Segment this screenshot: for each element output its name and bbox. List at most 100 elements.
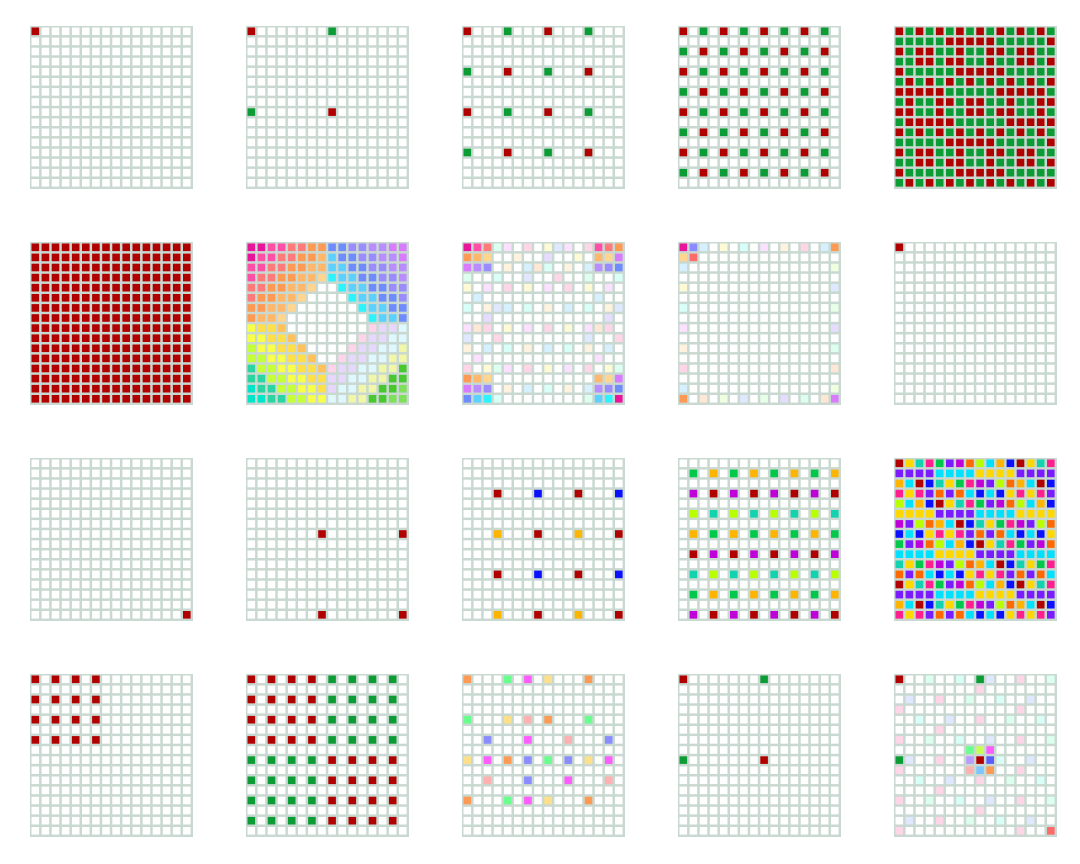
empty-cell	[699, 776, 708, 785]
empty-cell	[790, 374, 799, 383]
empty-cell	[810, 499, 819, 508]
empty-cell	[247, 685, 256, 694]
empty-cell	[112, 57, 120, 66]
empty-cell	[493, 786, 502, 795]
filled-cell	[524, 756, 532, 764]
empty-cell	[679, 469, 688, 478]
empty-cell	[503, 786, 512, 795]
empty-cell	[31, 118, 40, 126]
filled-cell	[257, 243, 266, 252]
empty-cell	[935, 283, 944, 292]
filled-cell	[915, 88, 924, 96]
empty-cell	[287, 580, 296, 589]
empty-cell	[503, 580, 512, 589]
empty-cell	[719, 560, 728, 569]
empty-cell	[524, 685, 532, 694]
empty-cell	[810, 776, 819, 785]
empty-cell	[760, 550, 768, 558]
empty-cell	[584, 600, 593, 609]
filled-cell	[183, 314, 191, 322]
empty-cell	[41, 685, 50, 694]
filled-cell	[996, 469, 1005, 478]
empty-cell	[368, 98, 377, 106]
empty-cell	[544, 590, 552, 599]
empty-cell	[31, 108, 40, 116]
empty-cell	[257, 469, 266, 478]
empty-cell	[780, 715, 789, 724]
empty-cell	[61, 766, 70, 774]
empty-cell	[41, 499, 50, 508]
empty-cell	[152, 611, 161, 619]
filled-cell	[956, 47, 964, 56]
empty-cell	[338, 138, 346, 147]
empty-cell	[358, 108, 367, 116]
filled-cell	[1016, 27, 1025, 36]
filled-cell	[1016, 118, 1025, 126]
empty-cell	[122, 590, 130, 599]
empty-cell	[554, 540, 562, 548]
filled-cell	[102, 283, 110, 292]
empty-cell	[584, 479, 593, 488]
empty-cell	[358, 499, 367, 508]
empty-cell	[267, 590, 276, 599]
empty-cell	[318, 685, 326, 694]
empty-cell	[257, 715, 266, 724]
empty-cell	[554, 530, 562, 538]
filled-cell	[996, 600, 1005, 609]
filled-cell	[388, 354, 397, 363]
empty-cell	[719, 796, 728, 805]
empty-cell	[719, 685, 728, 694]
empty-cell	[308, 98, 316, 106]
empty-cell	[378, 756, 387, 764]
filled-cell	[1006, 580, 1015, 589]
empty-cell	[388, 766, 397, 774]
filled-cell	[534, 489, 542, 498]
filled-cell	[338, 273, 346, 282]
filled-cell	[935, 580, 944, 589]
empty-cell	[524, 98, 532, 106]
filled-cell	[82, 243, 90, 252]
filled-cell	[318, 530, 326, 538]
filled-cell	[986, 590, 994, 599]
empty-cell	[750, 108, 758, 116]
empty-cell	[71, 530, 80, 538]
filled-cell	[584, 263, 593, 272]
empty-cell	[463, 827, 472, 835]
empty-cell	[554, 364, 562, 373]
empty-cell	[915, 243, 924, 252]
filled-cell	[966, 469, 974, 478]
empty-cell	[41, 108, 50, 116]
filled-cell	[935, 27, 944, 36]
empty-cell	[172, 816, 181, 825]
empty-cell	[473, 520, 482, 528]
empty-cell	[247, 746, 256, 754]
empty-cell	[92, 67, 100, 76]
empty-cell	[318, 550, 326, 558]
empty-cell	[463, 179, 472, 187]
grid-panel-13	[462, 458, 625, 621]
empty-cell	[976, 705, 984, 714]
filled-cell	[287, 675, 296, 684]
empty-cell	[112, 726, 120, 734]
empty-cell	[935, 334, 944, 342]
empty-cell	[122, 179, 130, 187]
empty-cell	[524, 520, 532, 528]
empty-cell	[41, 78, 50, 86]
empty-cell	[699, 263, 708, 272]
filled-cell	[594, 324, 603, 332]
empty-cell	[348, 148, 357, 157]
empty-cell	[514, 776, 522, 785]
empty-cell	[142, 108, 151, 116]
empty-cell	[338, 715, 346, 724]
filled-cell	[152, 314, 161, 322]
empty-cell	[257, 705, 266, 714]
empty-cell	[1016, 294, 1025, 302]
empty-cell	[493, 324, 502, 332]
empty-cell	[388, 685, 397, 694]
empty-cell	[554, 469, 562, 478]
empty-cell	[554, 520, 562, 528]
empty-cell	[564, 67, 573, 76]
filled-cell	[328, 816, 336, 825]
filled-cell	[615, 570, 623, 579]
empty-cell	[770, 520, 778, 528]
